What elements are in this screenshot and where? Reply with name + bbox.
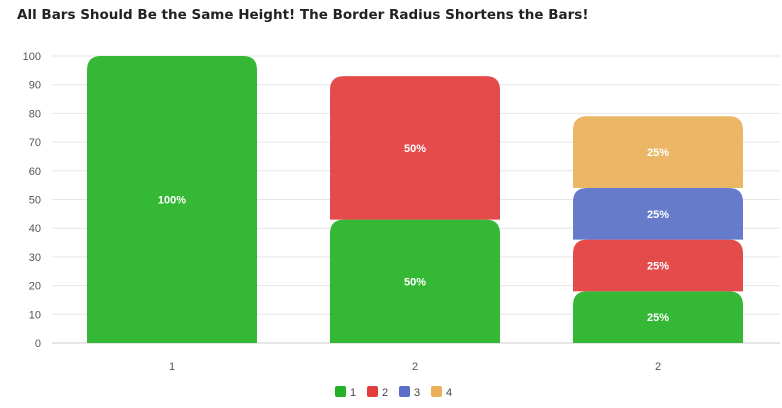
bar-segment-series-3[interactable] — [573, 188, 743, 240]
legend-item-1[interactable]: 1 — [335, 386, 356, 399]
y-tick-label: 0 — [35, 338, 41, 350]
y-tick-label: 50 — [29, 195, 41, 207]
bar-stack: 100% — [87, 56, 257, 343]
y-tick-label: 40 — [29, 223, 41, 235]
legend-swatch — [399, 386, 410, 397]
bar-stack: 50% 50% — [330, 76, 500, 343]
y-tick-label: 10 — [29, 309, 41, 321]
x-tick-label: 2 — [655, 361, 661, 373]
legend-swatch — [431, 386, 442, 397]
legend-label: 4 — [446, 387, 452, 399]
legend-label: 1 — [350, 387, 356, 399]
y-tick-label: 100 — [23, 51, 41, 63]
data-label: 100% — [158, 195, 186, 207]
data-label: 50% — [404, 276, 426, 288]
bar-segment-series-1[interactable] — [573, 291, 743, 343]
bar-segment-series-2[interactable] — [330, 76, 500, 220]
data-label: 25% — [647, 312, 669, 324]
data-label: 50% — [404, 143, 426, 155]
legend-swatch — [367, 386, 378, 397]
bar-segment-series-4[interactable] — [573, 116, 743, 189]
chart-title: All Bars Should Be the Same Height! The … — [17, 7, 589, 23]
y-tick-label: 20 — [29, 281, 41, 293]
data-label: 25% — [647, 261, 669, 273]
legend-swatch — [335, 386, 346, 397]
data-label: 25% — [647, 209, 669, 221]
y-tick-label: 90 — [29, 80, 41, 92]
bar-segment-series-2[interactable] — [573, 239, 743, 292]
bar-segment-series-1[interactable] — [87, 56, 257, 343]
x-tick-label: 1 — [169, 361, 175, 373]
y-tick-label: 30 — [29, 252, 41, 264]
data-label: 25% — [647, 147, 669, 159]
x-tick-label: 2 — [412, 361, 418, 373]
legend-label: 2 — [382, 387, 388, 399]
y-tick-label: 70 — [29, 137, 41, 149]
y-tick-label: 60 — [29, 166, 41, 178]
legend-item-4[interactable]: 4 — [431, 386, 452, 399]
bar-stack: 25% 25% 25% 25% — [573, 116, 743, 343]
bar-segment-series-1[interactable] — [330, 219, 500, 343]
legend: 1 2 3 4 — [335, 386, 452, 399]
legend-label: 3 — [414, 387, 420, 399]
y-tick-label: 80 — [29, 108, 41, 120]
legend-item-2[interactable]: 2 — [367, 386, 388, 399]
legend-item-3[interactable]: 3 — [399, 386, 420, 399]
